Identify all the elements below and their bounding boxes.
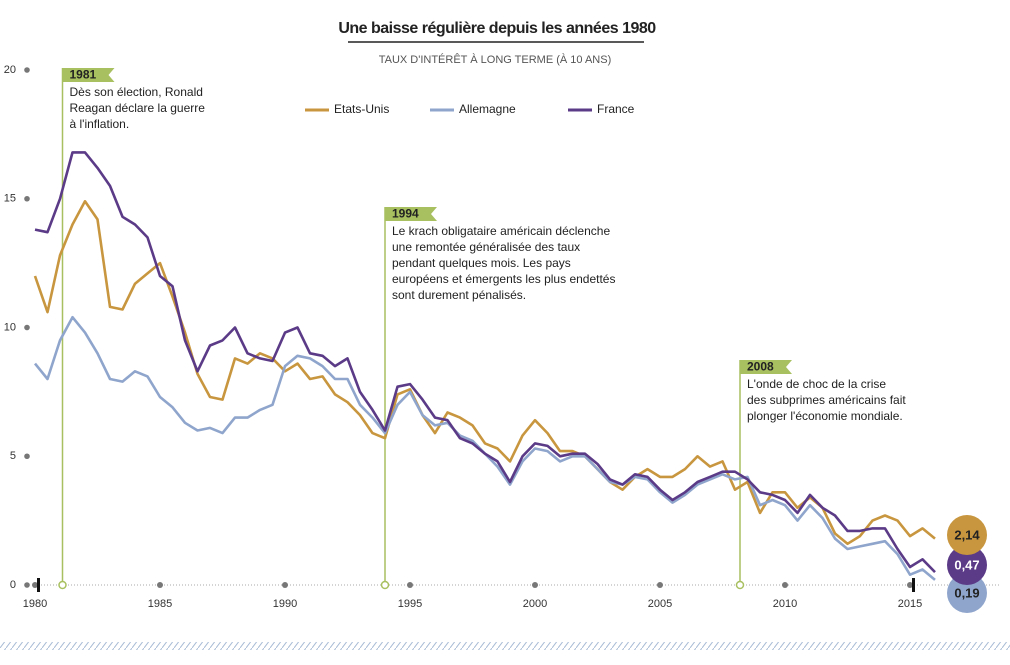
x-tick-label: 2005	[648, 598, 672, 610]
annotation-text: une remontée généralisée des taux	[392, 240, 580, 254]
end-label: 0,19	[954, 585, 979, 600]
legend-label: Etats-Unis	[334, 102, 389, 116]
y-tick-label: 20	[4, 64, 16, 76]
y-tick-dot	[24, 195, 30, 202]
annotation-year: 2008	[747, 360, 774, 374]
y-tick-dot	[24, 324, 30, 331]
annotation-text: plonger l'économie mondiale.	[747, 409, 903, 423]
annotation-flag	[740, 360, 792, 374]
y-tick-dot	[24, 453, 30, 460]
annotation-text: Le krach obligataire américain déclenche	[392, 224, 610, 238]
x-tick-label: 2015	[898, 598, 922, 610]
series-line	[33, 200, 936, 546]
annotation-text: des subprimes américains fait	[747, 393, 906, 407]
annotation-dot	[380, 580, 390, 590]
end-bubble	[947, 545, 987, 585]
y-tick-dot	[24, 582, 30, 588]
annotation-text: L'onde de choc de la crise	[747, 377, 886, 391]
annotation-text: Dès son élection, Ronald	[70, 85, 203, 99]
x-tick-label: 1980	[23, 598, 47, 610]
end-bubble	[947, 573, 987, 613]
annotation-year: 1994	[392, 207, 419, 221]
annotation-flag	[62, 68, 115, 82]
x-tick-label: 1995	[398, 598, 422, 610]
annotation-dot	[58, 580, 67, 590]
range-start-marker	[37, 578, 40, 592]
annotation-text: sont durement pénalisés.	[392, 288, 526, 302]
subtitle: TAUX D'INTÉRÊT À LONG TERME (À 10 ANS)	[379, 53, 612, 66]
y-tick-label: 15	[4, 193, 16, 205]
series-line	[33, 315, 936, 581]
x-tick-label: 1985	[148, 598, 172, 610]
annotation-flag	[385, 207, 437, 221]
x-tick-dot	[157, 582, 163, 588]
x-tick-dot	[782, 582, 788, 588]
y-tick-dot	[24, 67, 30, 73]
footer-hatch	[0, 642, 1010, 650]
series-line	[34, 151, 936, 574]
legend-label: France	[597, 102, 635, 116]
range-end-marker	[912, 578, 915, 592]
y-tick-label: 10	[4, 321, 16, 333]
annotation-dot	[735, 580, 745, 590]
x-tick-dot	[907, 582, 913, 588]
x-tick-dot	[532, 582, 538, 588]
x-tick-label: 2010	[773, 598, 797, 610]
annotation-text: pendant quelques mois. Les pays	[392, 256, 571, 270]
x-tick-label: 1990	[273, 598, 297, 610]
annotation-text: Reagan déclare la guerre	[70, 101, 206, 115]
x-tick-label: 2000	[523, 598, 547, 610]
annotation-text: européens et émergents les plus endettés	[392, 272, 615, 286]
x-tick-dot	[282, 582, 288, 588]
x-tick-dot	[407, 582, 413, 588]
y-tick-label: 5	[10, 450, 16, 462]
chart-title: Une baisse régulière depuis les années 1…	[338, 20, 656, 37]
annotation-text: à l'inflation.	[70, 117, 130, 131]
annotation-year: 1981	[70, 68, 97, 82]
x-tick-dot	[32, 582, 38, 588]
end-label: 2,14	[954, 527, 980, 542]
end-label: 0,47	[954, 557, 979, 572]
end-bubble	[947, 515, 987, 555]
legend-label: Allemagne	[459, 102, 516, 116]
y-tick-label: 0	[10, 579, 16, 591]
x-tick-dot	[657, 582, 663, 588]
